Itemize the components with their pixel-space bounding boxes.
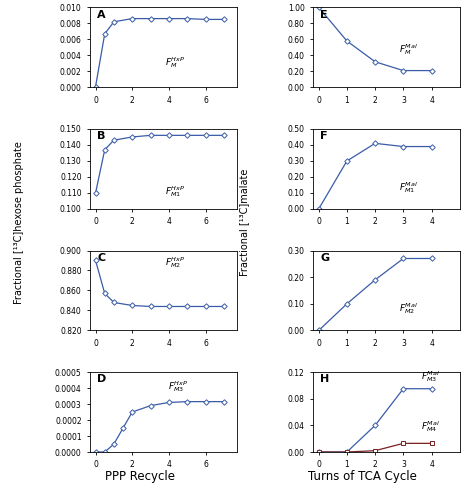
Text: E: E bbox=[320, 10, 328, 20]
Text: F: F bbox=[320, 131, 328, 141]
Text: $F_{M1}^{Mal}$: $F_{M1}^{Mal}$ bbox=[399, 180, 418, 195]
Text: A: A bbox=[97, 10, 106, 20]
Text: Turns of TCA Cycle: Turns of TCA Cycle bbox=[308, 470, 417, 483]
Text: Fractional [¹³C]hexose phosphate: Fractional [¹³C]hexose phosphate bbox=[14, 141, 24, 304]
Text: $F_{M2}^{Mal}$: $F_{M2}^{Mal}$ bbox=[399, 301, 418, 316]
Text: G: G bbox=[320, 253, 329, 263]
Text: D: D bbox=[97, 374, 107, 384]
Text: B: B bbox=[97, 131, 106, 141]
Text: PPP Recycle: PPP Recycle bbox=[105, 470, 175, 483]
Text: H: H bbox=[320, 374, 329, 384]
Text: $F_{M2}^{HxP}$: $F_{M2}^{HxP}$ bbox=[165, 255, 185, 271]
Text: $F_{M}^{Mal}$: $F_{M}^{Mal}$ bbox=[399, 42, 418, 57]
Text: $F_{M3}^{HxP}$: $F_{M3}^{HxP}$ bbox=[168, 379, 188, 394]
Text: C: C bbox=[97, 253, 106, 263]
Text: $F_{M}^{HxP}$: $F_{M}^{HxP}$ bbox=[165, 55, 185, 70]
Text: $F_{M4}^{Mal}$: $F_{M4}^{Mal}$ bbox=[421, 419, 440, 434]
Text: $F_{M1}^{HxP}$: $F_{M1}^{HxP}$ bbox=[165, 184, 185, 199]
Text: $F_{M3}^{Mal}$: $F_{M3}^{Mal}$ bbox=[421, 369, 440, 384]
Text: Fractional [¹³C]malate: Fractional [¹³C]malate bbox=[239, 168, 249, 276]
